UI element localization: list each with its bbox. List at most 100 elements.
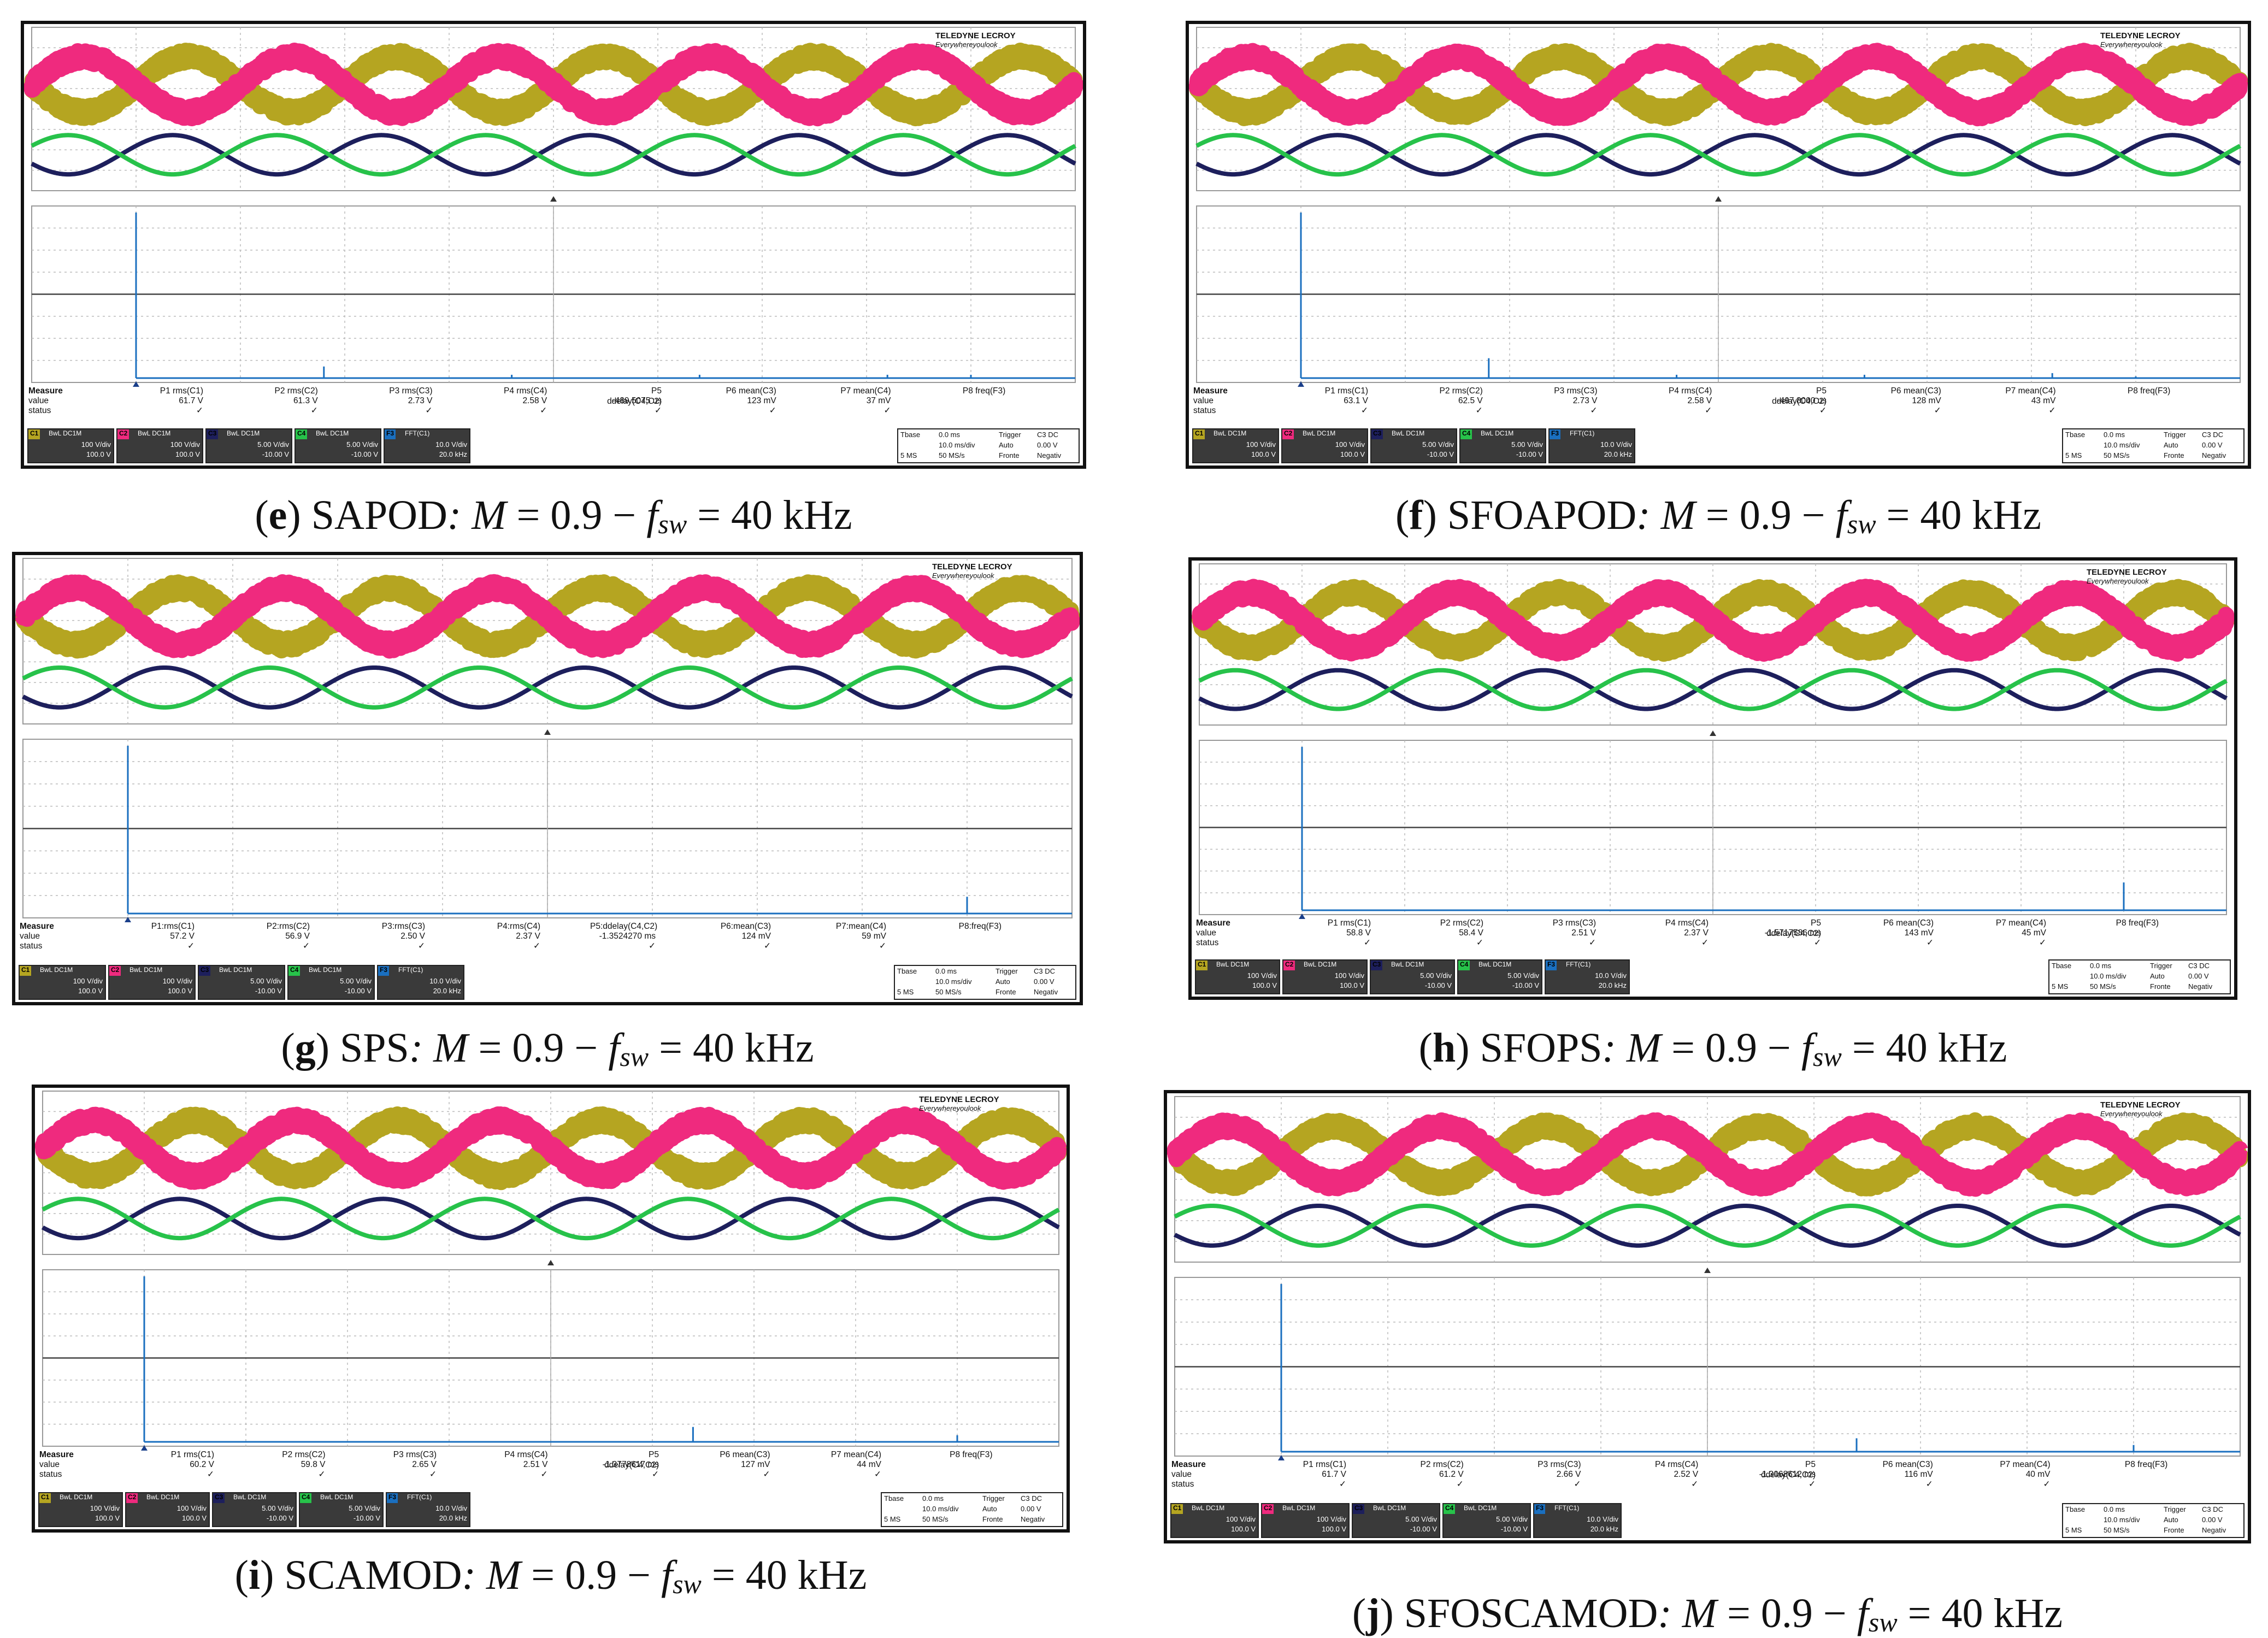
measurement-label: P7 mean(C4): [840, 386, 891, 396]
measurement-value: 62.5 V: [1458, 396, 1483, 405]
channel-scale: 100 V/div: [1334, 971, 1364, 980]
brand-name: TELEDYNE LECROY: [919, 1095, 999, 1104]
teledyne-lecroy-logo: TELEDYNE LECROY Everywhereyoulook: [919, 1095, 999, 1113]
channel-box-c1[interactable]: C1 BwL DC1M 100 V/div 100.0 V: [38, 1492, 123, 1527]
channel-tag: C3: [213, 1493, 225, 1503]
caption-f-label: f: [1835, 492, 1847, 538]
channel-box-c4[interactable]: C4 BwL DC1M 5.00 V/div -10.00 V: [294, 428, 381, 463]
channel-offset: -10.00 V: [344, 987, 372, 995]
timebase-box[interactable]: Tbase 0.0 ms Trigger C3 DC 10.0 ms/div Auto 0.…: [897, 428, 1080, 463]
measurement-label: P4:rms(C4): [497, 922, 540, 931]
spectrum-grid: [1174, 1277, 2241, 1457]
caption-f-label: f: [1801, 1025, 1813, 1071]
measure-value-label: value: [1193, 396, 1214, 405]
timebase-row: Tbase 0.0 ms Trigger C3 DC: [2065, 431, 2241, 439]
measurement-label: P7 mean(C4): [1995, 918, 2046, 928]
measurement-label: P3 rms(C3): [1537, 1460, 1581, 1469]
channel-tag: C1: [1196, 961, 1208, 970]
channel-box-f3[interactable]: F3 FFT(C1) 10.0 V/div 20.0 kHz: [386, 1492, 470, 1527]
measurement-value: 58.8 V: [1346, 928, 1371, 938]
channel-box-c1[interactable]: C1 BwL DC1M 100 V/div 100.0 V: [1170, 1503, 1259, 1538]
channel-box-c2[interactable]: C2 BwL DC1M 100 V/div 100.0 V: [108, 965, 196, 1000]
measurement-label: P3 rms(C3): [389, 386, 433, 396]
caption-m-label: M: [1626, 1025, 1662, 1071]
measurement-label: P4 rms(C4): [1655, 1460, 1699, 1469]
channel-box-c3[interactable]: C3 BwL DC1M 5.00 V/div -10.00 V: [1370, 959, 1455, 994]
channel-box-c4[interactable]: C4 BwL DC1M 5.00 V/div -10.00 V: [287, 965, 375, 1000]
timebase-box[interactable]: Tbase 0.0 ms Trigger C3 DC 10.0 ms/div Auto 0.…: [2062, 1503, 2245, 1538]
caption-m-value: = 0.9 −: [1671, 1025, 1791, 1071]
measurement-label: P3:rms(C3): [381, 922, 425, 931]
measurement-value: 2.51 V: [1571, 928, 1596, 938]
timebase-samples: 5 MS: [897, 988, 914, 996]
measure-status-label: status: [28, 406, 51, 415]
measurement-value: 2.65 V: [412, 1460, 437, 1469]
timebase-box[interactable]: Tbase 0.0 ms Trigger C3 DC 10.0 ms/div Auto 0.…: [2062, 428, 2245, 463]
measurement-value: 45 mV: [2022, 928, 2046, 938]
timebase-slope: Negativ: [1037, 451, 1062, 459]
measurement-value: 2.66 V: [1556, 1470, 1581, 1479]
channel-scale: 100 V/div: [176, 1504, 207, 1512]
brand-name: TELEDYNE LECROY: [2087, 568, 2167, 577]
channel-coupling: FFT(C1): [1554, 1504, 1580, 1512]
timebase-level: 0.00 V: [1034, 977, 1055, 986]
caption-separator: :: [1658, 1590, 1672, 1636]
channel-box-c3[interactable]: C3 BwL DC1M 5.00 V/div -10.00 V: [1352, 1503, 1440, 1538]
timebase-box[interactable]: Tbase 0.0 ms Trigger C3 DC 10.0 ms/div Auto 0.…: [894, 965, 1076, 1000]
caption-f-value: = 40 kHz: [697, 492, 852, 538]
channel-box-f3[interactable]: F3 FFT(C1) 10.0 V/div 20.0 kHz: [1545, 959, 1630, 994]
trigger-marker: [547, 1260, 554, 1265]
timebase-box[interactable]: Tbase 0.0 ms Trigger C3 DC 10.0 ms/div Auto 0.…: [2048, 959, 2231, 994]
channel-box-c3[interactable]: C3 BwL DC1M 5.00 V/div -10.00 V: [205, 428, 292, 463]
channel-coupling: BwL DC1M: [146, 1493, 180, 1501]
channel-box-c3[interactable]: C3 BwL DC1M 5.00 V/div -10.00 V: [198, 965, 285, 1000]
timebase-box[interactable]: Tbase 0.0 ms Trigger C3 DC 10.0 ms/div Auto 0.…: [881, 1492, 1063, 1527]
trigger-marker: [550, 196, 557, 202]
channel-box-c2[interactable]: C2 BwL DC1M 100 V/div 100.0 V: [1282, 959, 1368, 994]
channel-box-f3[interactable]: F3 FFT(C1) 10.0 V/div 20.0 kHz: [1533, 1503, 1622, 1538]
channel-box-f3[interactable]: F3 FFT(C1) 10.0 V/div 20.0 kHz: [1548, 428, 1635, 463]
channel-box-c1[interactable]: C1 BwL DC1M 100 V/div 100.0 V: [1192, 428, 1279, 463]
measure-value-label: value: [1171, 1470, 1192, 1479]
spectrum-grid: [1196, 205, 2241, 383]
channel-box-c2[interactable]: C2 BwL DC1M 100 V/div 100.0 V: [116, 428, 203, 463]
channel-box-c4[interactable]: C4 BwL DC1M 5.00 V/div -10.00 V: [1459, 428, 1546, 463]
trigger-marker: [1704, 1268, 1711, 1273]
channel-box-c3[interactable]: C3 BwL DC1M 5.00 V/div -10.00 V: [212, 1492, 297, 1527]
status-check-icon: ✓: [769, 406, 776, 415]
measurement-label: P7 mean(C4): [2000, 1460, 2051, 1469]
channel-box-c4[interactable]: C4 BwL DC1M 5.00 V/div -10.00 V: [1457, 959, 1542, 994]
measurement-label: P8 freq(F3): [962, 386, 1006, 396]
channel-box-c4[interactable]: C4 BwL DC1M 5.00 V/div -10.00 V: [1442, 1503, 1531, 1538]
channel-tag: F3: [1546, 961, 1557, 970]
brand-name: TELEDYNE LECROY: [2100, 31, 2181, 40]
caption-method: SCAMOD: [284, 1552, 462, 1598]
channel-box-c1[interactable]: C1 BwL DC1M 100 V/div 100.0 V: [19, 965, 106, 1000]
channel-box-f3[interactable]: F3 FFT(C1) 10.0 V/div 20.0 kHz: [377, 965, 464, 1000]
caption-f-value: = 40 kHz: [1907, 1590, 2063, 1636]
measure-value-label: value: [1196, 928, 1217, 938]
channel-box-c1[interactable]: C1 BwL DC1M 100 V/div 100.0 V: [27, 428, 114, 463]
caption-m-value: = 0.9 −: [531, 1552, 651, 1598]
channel-scale: 5.00 V/div: [1420, 971, 1452, 980]
caption-method: SFOAPOD: [1447, 492, 1637, 538]
channel-box-c1[interactable]: C1 BwL DC1M 100 V/div 100.0 V: [1195, 959, 1280, 994]
measurement-value: 2.37 V: [1684, 928, 1709, 938]
status-check-icon: ✓: [540, 406, 547, 415]
timebase-slope: Negativ: [2202, 1526, 2226, 1534]
timebase-row: Tbase 0.0 ms Trigger C3 DC: [897, 967, 1073, 976]
channel-offset: 100.0 V: [168, 987, 192, 995]
scope-display: [35, 1091, 1067, 1451]
channel-box-c4[interactable]: C4 BwL DC1M 5.00 V/div -10.00 V: [299, 1492, 384, 1527]
channel-box-f3[interactable]: F3 FFT(C1) 10.0 V/div 20.0 kHz: [384, 428, 470, 463]
measurement-label: P6 mean(C3): [720, 1450, 770, 1459]
measurement-label: P6 mean(C3): [726, 386, 776, 396]
timebase-mode: Auto: [2150, 972, 2165, 980]
channel-tag: C4: [1460, 429, 1472, 439]
oscilloscope-screen: TELEDYNE LECROY Everywhereyoulook Measure v…: [12, 552, 1083, 1005]
channel-box-c3[interactable]: C3 BwL DC1M 5.00 V/div -10.00 V: [1370, 428, 1457, 463]
channel-box-c2[interactable]: C2 BwL DC1M 100 V/div 100.0 V: [125, 1492, 210, 1527]
channel-box-c2[interactable]: C2 BwL DC1M 100 V/div 100.0 V: [1281, 428, 1368, 463]
channel-box-c2[interactable]: C2 BwL DC1M 100 V/div 100.0 V: [1261, 1503, 1350, 1538]
measurement-label: P2 rms(C2): [1420, 1460, 1464, 1469]
